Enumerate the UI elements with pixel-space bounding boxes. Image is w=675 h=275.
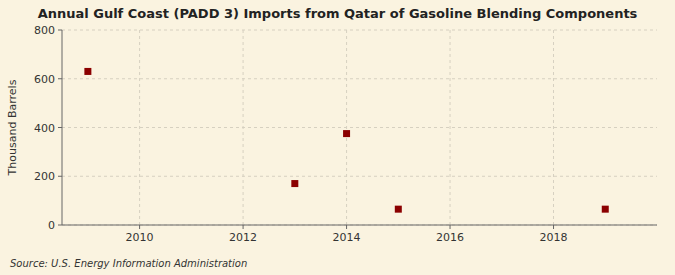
ticks: 2010 2012 2014 2016 2018 0 200 400 600 800 [34, 24, 568, 244]
y-tick-label: 200 [34, 170, 55, 183]
grid-line-x [450, 30, 451, 225]
source: Source: U.S. Energy Information Administ… [10, 258, 247, 269]
grid-line-y [62, 78, 657, 79]
y-tick-label: 800 [34, 24, 55, 37]
x-tick-label: 2010 [126, 231, 154, 244]
point [291, 180, 298, 187]
x-tick-label: 2014 [333, 231, 361, 244]
grid-line-x [553, 30, 554, 225]
y-tick-label: 0 [48, 219, 55, 232]
point [602, 206, 609, 213]
y-axis-label: Thousand Barrels [6, 79, 19, 176]
x-tick-label: 2016 [436, 231, 464, 244]
grid-line-x [346, 30, 347, 225]
x-tick [450, 225, 451, 229]
x-tick [243, 225, 244, 229]
points [84, 68, 608, 213]
x-tick-label: 2018 [540, 231, 568, 244]
grid [62, 30, 657, 225]
x-tick [346, 225, 347, 229]
y-tick [58, 176, 62, 177]
y-tick [58, 78, 62, 79]
y-tick [58, 225, 62, 226]
x-tick [139, 225, 140, 229]
grid-line-y [62, 127, 657, 128]
chart-container: Annual Gulf Coast (PADD 3) Imports from … [0, 0, 675, 275]
grid-line-x [243, 30, 244, 225]
x-tick-label: 2012 [229, 231, 257, 244]
y-tick [58, 30, 62, 31]
y-tick-label: 400 [34, 122, 55, 135]
y-tick [58, 127, 62, 128]
x-tick [553, 225, 554, 229]
point [395, 206, 402, 213]
point [84, 68, 91, 75]
chart: Annual Gulf Coast (PADD 3) Imports from … [0, 0, 675, 275]
grid-line-x [139, 30, 140, 225]
title: Annual Gulf Coast (PADD 3) Imports from … [38, 6, 638, 21]
grid-line-y [62, 225, 657, 226]
grid-line-y [62, 176, 657, 177]
y-tick-label: 600 [34, 73, 55, 86]
x-axis-line [62, 225, 657, 226]
point [343, 130, 350, 137]
grid-line-y [62, 30, 657, 31]
